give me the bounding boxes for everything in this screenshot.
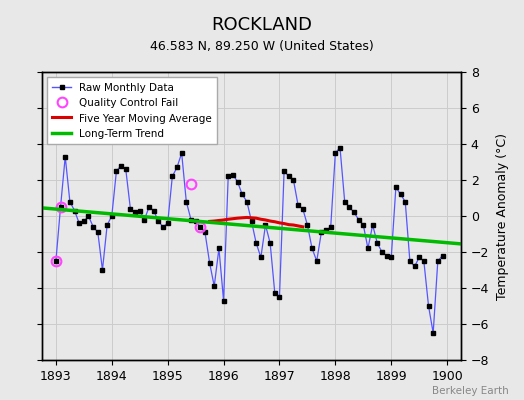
Legend: Raw Monthly Data, Quality Control Fail, Five Year Moving Average, Long-Term Tren: Raw Monthly Data, Quality Control Fail, … [47, 77, 217, 144]
Text: 46.583 N, 89.250 W (United States): 46.583 N, 89.250 W (United States) [150, 40, 374, 53]
Text: Berkeley Earth: Berkeley Earth [432, 386, 508, 396]
Y-axis label: Temperature Anomaly (°C): Temperature Anomaly (°C) [496, 132, 509, 300]
Text: ROCKLAND: ROCKLAND [212, 16, 312, 34]
